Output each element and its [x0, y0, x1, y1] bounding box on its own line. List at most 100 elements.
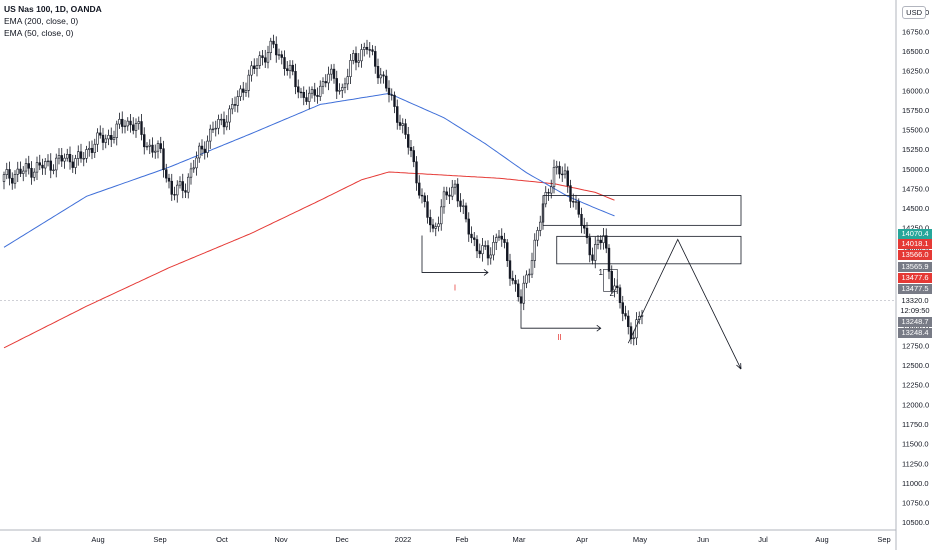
candle-body: [231, 104, 234, 110]
price-label: 13248.7: [898, 317, 932, 327]
candle-body: [387, 87, 391, 95]
y-tick-label: 15750.0: [902, 106, 929, 115]
price-label: 13565.9: [898, 262, 932, 272]
candle-body: [492, 241, 495, 256]
candle-body: [607, 247, 611, 272]
candle-body: [500, 235, 503, 240]
candle-body: [503, 238, 506, 243]
candle-body: [44, 161, 47, 169]
candle-body: [475, 239, 479, 252]
candle-body: [184, 190, 187, 193]
candle-body: [341, 87, 344, 91]
candle-body: [57, 155, 61, 159]
candle-body: [154, 150, 157, 153]
candle-body: [580, 213, 583, 226]
candle-body: [66, 153, 69, 159]
y-tick-label: 16750.0: [902, 27, 929, 36]
candle-body: [220, 118, 223, 121]
candle-body: [484, 245, 487, 247]
price-label: 13566.0: [898, 250, 932, 260]
candle-body: [79, 151, 83, 159]
candle-body: [305, 97, 308, 102]
candle-body: [233, 104, 237, 106]
y-tick-label: 12750.0: [902, 341, 929, 350]
candle-body: [426, 201, 429, 218]
ema200-line-group: [3, 171, 615, 349]
candle-body: [206, 140, 209, 153]
candle-body: [552, 167, 556, 188]
currency-badge[interactable]: USD: [902, 6, 926, 19]
candle-body: [379, 74, 382, 79]
candle-body: [209, 128, 212, 142]
candle-body: [470, 233, 473, 239]
candle-body: [22, 170, 25, 174]
candle-body: [511, 278, 514, 281]
candle-body: [558, 165, 561, 175]
x-tick-label: Jul: [31, 535, 41, 544]
candle-body: [574, 201, 578, 203]
time-axis[interactable]: Jul Aug Sep Oct Nov Dec 2022 Feb Mar Apr May Jun Jul…: [31, 535, 890, 544]
candle-body: [16, 168, 19, 175]
x-tick-label: Nov: [274, 535, 288, 544]
candle-body: [506, 242, 509, 262]
candle-body: [11, 177, 14, 184]
candle-body: [409, 147, 413, 151]
candle-body: [214, 127, 217, 130]
candle-body: [376, 66, 380, 79]
y-tick-label: 15500.0: [902, 126, 929, 135]
candle-body: [539, 221, 542, 231]
price-label: 13477.5: [898, 284, 932, 294]
candle-body: [275, 43, 278, 56]
y-tick-label: 11750.0: [902, 420, 929, 429]
candle-body: [338, 90, 341, 92]
candle-body: [343, 83, 347, 88]
candle-body: [297, 86, 300, 93]
candle-body: [310, 89, 314, 94]
candle-body: [19, 168, 22, 174]
candle-body: [530, 260, 534, 275]
candle-body: [618, 287, 622, 303]
wave-2-label: 2: [610, 289, 615, 298]
candles-group: [2, 34, 644, 346]
candle-body: [52, 169, 55, 172]
candle-body: [415, 161, 418, 184]
candle-body: [453, 183, 457, 188]
candle-body: [299, 91, 303, 94]
candle-body: [99, 132, 102, 136]
candle-body: [445, 191, 448, 196]
candle-body: [255, 65, 259, 69]
x-tick-label: Feb: [456, 535, 469, 544]
candle-body: [198, 145, 201, 159]
candle-body: [555, 165, 558, 168]
candle-body: [266, 52, 270, 63]
candle-body: [385, 75, 388, 89]
candle-body: [88, 147, 91, 150]
candle-body: [374, 51, 377, 67]
candle-body: [434, 226, 437, 229]
candle-body: [8, 169, 11, 179]
y-tick-label: 10500.0: [902, 518, 929, 527]
candle-body: [211, 128, 215, 131]
x-tick-label: 2022: [395, 535, 412, 544]
candle-body: [495, 237, 498, 243]
candle-body: [572, 201, 575, 203]
projection-arrowhead: [736, 363, 742, 370]
candle-body: [423, 195, 426, 202]
candle-body: [13, 173, 17, 184]
candle-body: [481, 245, 484, 255]
candle-body: [517, 283, 520, 298]
candle-body: [250, 65, 253, 76]
candle-body: [277, 54, 281, 56]
x-tick-label: Aug: [91, 535, 104, 544]
candle-body: [225, 121, 228, 128]
candle-body: [365, 46, 369, 50]
candle-body: [187, 176, 190, 193]
x-tick-label: Apr: [576, 535, 588, 544]
candle-body: [170, 180, 173, 195]
candle-body: [110, 135, 113, 140]
candle-body: [90, 147, 94, 153]
candle-body: [605, 235, 608, 249]
candle-body: [437, 223, 440, 227]
